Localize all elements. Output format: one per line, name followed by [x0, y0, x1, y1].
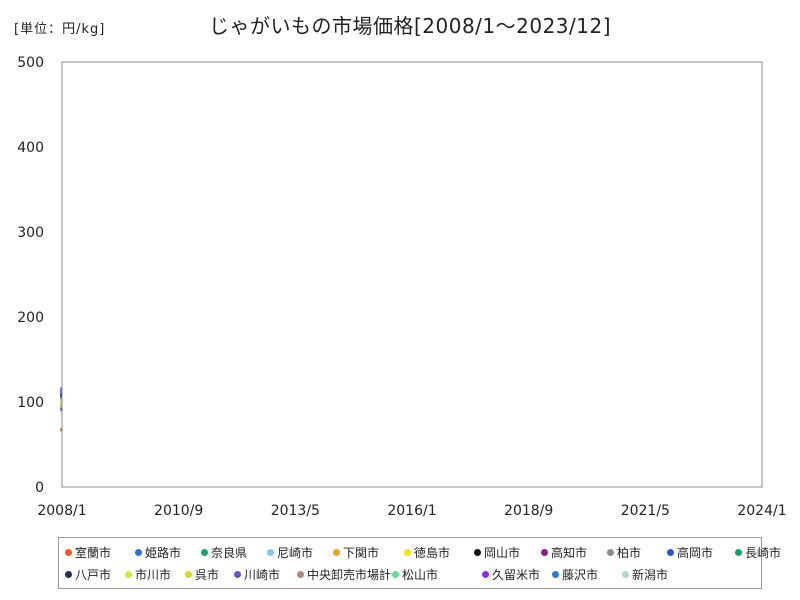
legend-item: 下関市	[333, 544, 379, 561]
legend-item: 新潟市	[622, 566, 668, 583]
y-tick-label: 400	[17, 140, 44, 156]
x-tick-label: 2013/5	[271, 503, 320, 519]
legend-marker-icon	[541, 549, 548, 556]
legend-marker-icon	[404, 549, 411, 556]
x-tick-label: 2021/5	[621, 503, 670, 519]
legend-label: 岡山市	[484, 546, 521, 560]
unit-label: [単位：円/kg]	[14, 22, 106, 37]
legend-label: 高知市	[551, 546, 588, 560]
legend-label: 尼崎市	[277, 546, 314, 560]
legend-marker-icon	[392, 571, 399, 578]
y-tick-label: 300	[17, 225, 44, 241]
legend-label: 徳島市	[414, 546, 451, 560]
y-tick-label: 0	[35, 480, 44, 496]
chart-title: じゃがいもの市場価格[2008/1～2023/12]	[208, 14, 612, 38]
legend-marker-icon	[185, 571, 192, 578]
x-tick-label: 2016/1	[387, 503, 436, 519]
tick-labels: 0 100 200 300 400 500 2008/1 2010/9 2013/5 2016/1…	[17, 55, 786, 519]
x-tick-label: 2008/1	[37, 503, 86, 519]
legend-marker-icon	[482, 571, 489, 578]
legend-marker-icon	[735, 549, 742, 556]
y-tick-label: 500	[17, 55, 44, 71]
legend-label: 下関市	[343, 546, 380, 560]
legend-marker-icon	[125, 571, 132, 578]
legend-item: 高岡市	[667, 544, 713, 561]
y-tick-label: 100	[17, 395, 44, 411]
legend-label: 八戸市	[75, 568, 112, 582]
legend-item: 長崎市	[735, 544, 781, 561]
legend-item: 松山市	[392, 566, 438, 583]
legend-item: 柏市	[607, 544, 641, 561]
legend-marker-icon	[667, 549, 674, 556]
legend-label: 長崎市	[745, 546, 782, 560]
axes	[61, 61, 763, 488]
legend-marker-icon	[333, 549, 340, 556]
legend-item: 八戸市	[65, 566, 111, 583]
legend-item: 呉市	[185, 566, 219, 583]
legend-item: 徳島市	[404, 544, 450, 561]
legend-label: 新潟市	[632, 568, 669, 582]
legend-marker-icon	[267, 549, 274, 556]
x-tick-label: 2018/9	[504, 503, 553, 519]
legend-item: 姫路市	[135, 544, 181, 561]
legend-marker-icon	[297, 571, 304, 578]
legend-label: 中央卸売市場計	[307, 568, 392, 582]
legend-label: 市川市	[135, 568, 172, 582]
legend-marker-icon	[65, 571, 72, 578]
legend-label: 藤沢市	[562, 568, 599, 582]
legend-marker-icon	[201, 549, 208, 556]
legend-label: 久留米市	[492, 568, 541, 582]
plot-area	[61, 61, 763, 488]
legend: 室蘭市 姫路市 奈良県 尼崎市 下関市 徳島市 岡山市 高知市 柏市 高岡市 長崎市八戸市 市川市 呉市…	[58, 537, 781, 589]
legend-label: 姫路市	[145, 546, 182, 560]
legend-marker-icon	[135, 549, 142, 556]
legend-label: 松山市	[402, 568, 439, 582]
legend-item: 岡山市	[474, 544, 520, 561]
legend-marker-icon	[474, 549, 481, 556]
legend-item: 尼崎市	[267, 544, 313, 561]
legend-item: 久留米市	[482, 566, 540, 583]
legend-label: 奈良県	[211, 546, 248, 560]
legend-item: 高知市	[541, 544, 587, 561]
legend-label: 呉市	[195, 568, 220, 582]
legend-label: 室蘭市	[75, 546, 112, 560]
legend-marker-icon	[65, 549, 72, 556]
legend-item: 川崎市	[234, 566, 280, 583]
legend-item: 室蘭市	[65, 544, 111, 561]
legend-label: 高岡市	[677, 546, 714, 560]
x-tick-label: 2024/1	[737, 503, 786, 519]
legend-label: 柏市	[617, 546, 642, 560]
legend-marker-icon	[234, 571, 241, 578]
legend-label: 川崎市	[244, 568, 281, 582]
y-tick-label: 200	[17, 310, 44, 326]
x-tick-label: 2010/9	[154, 503, 203, 519]
legend-item: 市川市	[125, 566, 171, 583]
legend-item: 中央卸売市場計	[297, 566, 391, 583]
legend-item: 藤沢市	[552, 566, 598, 583]
legend-marker-icon	[607, 549, 614, 556]
legend-item: 奈良県	[201, 544, 247, 561]
legend-marker-icon	[622, 571, 629, 578]
legend-marker-icon	[552, 571, 559, 578]
